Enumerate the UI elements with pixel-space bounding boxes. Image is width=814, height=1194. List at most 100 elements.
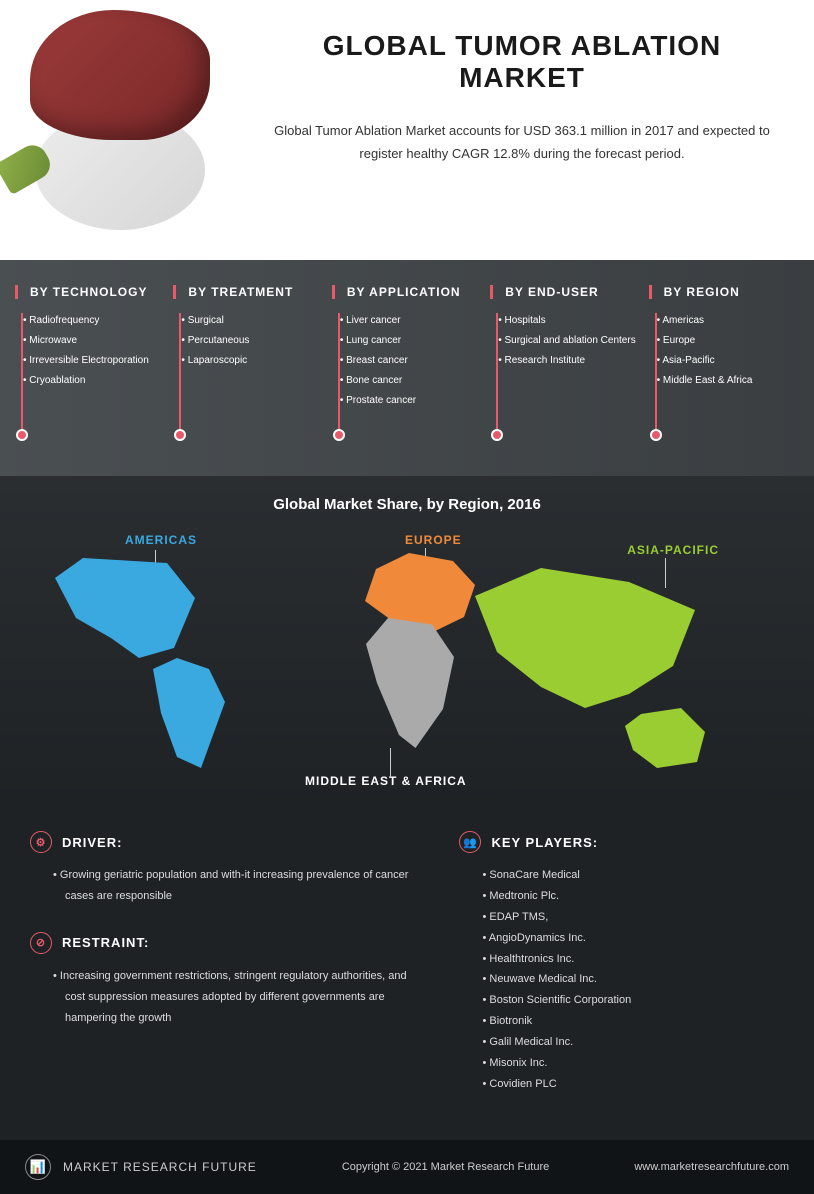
category-list: SurgicalPercutaneousLaparoscopic: [173, 311, 323, 371]
category-item: Percutaneous: [191, 331, 323, 351]
category-item: Research Institute: [508, 351, 640, 371]
footer-brand: MARKET RESEARCH FUTURE: [63, 1160, 257, 1174]
list-item: Biotronik: [494, 1011, 784, 1032]
europe-continent: [365, 553, 475, 633]
category-title: BY TECHNOLOGY: [15, 285, 165, 299]
list-item: Galil Medical Inc.: [494, 1032, 784, 1053]
map-title: Global Market Share, by Region, 2016: [25, 496, 789, 513]
label-asia-pacific: ASIA-PACIFIC: [627, 543, 719, 557]
driver-list: Growing geriatric population and with-it…: [30, 865, 419, 907]
category-item: Asia-Pacific: [667, 351, 799, 371]
list-item: AngioDynamics Inc.: [494, 928, 784, 949]
category-item: Prostate cancer: [350, 391, 482, 411]
category-column: BY REGION AmericasEuropeAsia-PacificMiddl…: [649, 285, 799, 441]
category-item: Middle East & Africa: [667, 371, 799, 391]
restraint-label: RESTRAINT:: [62, 935, 149, 950]
connector-dot: [333, 429, 345, 441]
category-item: Bone cancer: [350, 371, 482, 391]
north-america-shape: [55, 558, 195, 658]
category-title: BY REGION: [649, 285, 799, 299]
category-title: BY APPLICATION: [332, 285, 482, 299]
category-column: BY END-USER HospitalsSurgical and ablatio…: [490, 285, 640, 441]
category-list: RadiofrequencyMicrowaveIrreversible Elec…: [15, 311, 165, 391]
list-item: Growing geriatric population and with-it…: [65, 865, 419, 907]
category-column: BY TREATMENT SurgicalPercutaneousLaparosc…: [173, 285, 323, 441]
list-item: Medtronic Plc.: [494, 886, 784, 907]
world-map: AMERICAS EUROPE ASIA-PACIFIC MIDDLE EAST…: [25, 528, 789, 788]
left-column: ⚙ DRIVER: Growing geriatric population a…: [30, 831, 419, 1120]
category-column: BY TECHNOLOGY RadiofrequencyMicrowaveIrre…: [15, 285, 165, 441]
connector-line: [390, 748, 391, 778]
list-item: Increasing government restrictions, stri…: [65, 966, 419, 1029]
category-item: Radiofrequency: [33, 311, 165, 331]
main-title: GLOBAL TUMOR ABLATION MARKET: [260, 30, 784, 94]
list-item: SonaCare Medical: [494, 865, 784, 886]
category-item: Microwave: [33, 331, 165, 351]
category-item: Hospitals: [508, 311, 640, 331]
list-item: Boston Scientific Corporation: [494, 990, 784, 1011]
subtitle: Global Tumor Ablation Market accounts fo…: [260, 119, 784, 166]
footer-copyright: Copyright © 2021 Market Research Future: [269, 1161, 623, 1173]
label-europe: EUROPE: [405, 533, 462, 547]
africa-continent: [355, 618, 465, 748]
keyplayers-title: 👥 KEY PLAYERS:: [459, 831, 784, 853]
hero-illustration: [0, 0, 240, 260]
list-item: Neuwave Medical Inc.: [494, 969, 784, 990]
driver-label: DRIVER:: [62, 835, 122, 850]
categories-section: BY TECHNOLOGY RadiofrequencyMicrowaveIrre…: [0, 260, 814, 476]
category-list: Liver cancerLung cancerBreast cancerBone…: [332, 311, 482, 411]
connector-line: [496, 313, 498, 433]
liver-graphic: [30, 10, 210, 140]
connector-line: [179, 313, 181, 433]
asia-continent: [475, 568, 695, 708]
handcuff-icon: ⊘: [30, 932, 52, 954]
list-item: EDAP TMS,: [494, 907, 784, 928]
keyplayers-label: KEY PLAYERS:: [491, 835, 598, 850]
category-item: Americas: [667, 311, 799, 331]
driver-title: ⚙ DRIVER:: [30, 831, 419, 853]
category-item: Laparoscopic: [191, 351, 323, 371]
connector-line: [21, 313, 23, 433]
connector-line: [665, 558, 666, 588]
gear-icon: ⚙: [30, 831, 52, 853]
list-item: Healthtronics Inc.: [494, 949, 784, 970]
category-title: BY TREATMENT: [173, 285, 323, 299]
restraint-list: Increasing government restrictions, stri…: [30, 966, 419, 1029]
footer-logo-icon: 📊: [25, 1154, 51, 1180]
australia-continent: [625, 708, 705, 768]
list-item: Covidien PLC: [494, 1074, 784, 1095]
connector-dot: [174, 429, 186, 441]
connector-dot: [491, 429, 503, 441]
keyplayers-list: SonaCare MedicalMedtronic Plc.EDAP TMS,A…: [459, 865, 784, 1095]
americas-continent: [55, 558, 255, 768]
category-column: BY APPLICATION Liver cancerLung cancerBre…: [332, 285, 482, 441]
footer: 📊 MARKET RESEARCH FUTURE Copyright © 202…: [0, 1140, 814, 1194]
connector-dot: [650, 429, 662, 441]
restraint-title: ⊘ RESTRAINT:: [30, 932, 419, 954]
hero-text-block: GLOBAL TUMOR ABLATION MARKET Global Tumo…: [240, 0, 814, 260]
connector-dot: [16, 429, 28, 441]
footer-url: www.marketresearchfuture.com: [634, 1161, 789, 1173]
connector-line: [338, 313, 340, 433]
category-item: Surgical: [191, 311, 323, 331]
category-item: Irreversible Electroporation: [33, 351, 165, 371]
category-list: HospitalsSurgical and ablation CentersRe…: [490, 311, 640, 371]
category-list: AmericasEuropeAsia-PacificMiddle East & …: [649, 311, 799, 391]
list-item: Misonix Inc.: [494, 1053, 784, 1074]
label-mea: MIDDLE EAST & AFRICA: [305, 774, 467, 788]
right-column: 👥 KEY PLAYERS: SonaCare MedicalMedtronic…: [459, 831, 784, 1120]
category-item: Breast cancer: [350, 351, 482, 371]
category-title: BY END-USER: [490, 285, 640, 299]
connector-line: [655, 313, 657, 433]
bottom-section: ⚙ DRIVER: Growing geriatric population a…: [0, 806, 814, 1140]
category-item: Europe: [667, 331, 799, 351]
map-section: Global Market Share, by Region, 2016 AME…: [0, 476, 814, 806]
category-item: Lung cancer: [350, 331, 482, 351]
category-item: Surgical and ablation Centers: [508, 331, 640, 351]
label-americas: AMERICAS: [125, 533, 197, 547]
people-icon: 👥: [459, 831, 481, 853]
hero-section: GLOBAL TUMOR ABLATION MARKET Global Tumo…: [0, 0, 814, 260]
south-america-shape: [145, 658, 225, 768]
category-item: Liver cancer: [350, 311, 482, 331]
category-item: Cryoablation: [33, 371, 165, 391]
